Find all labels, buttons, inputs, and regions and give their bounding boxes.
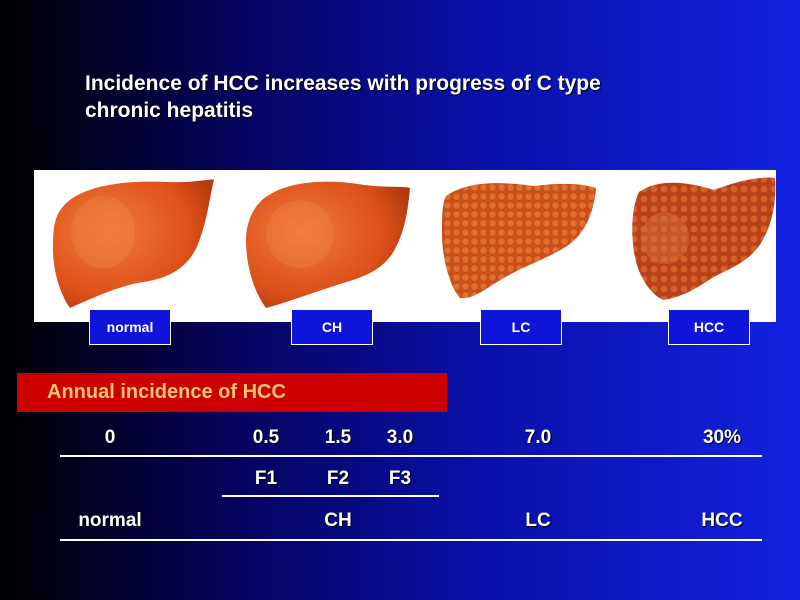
rate-lc: 7.0	[524, 427, 552, 448]
stage-label-ch: CH	[291, 309, 373, 345]
fibrosis-f3: F3	[388, 468, 412, 489]
rate-normal: 0	[104, 427, 116, 448]
liver-images-panel	[34, 170, 776, 322]
hcc-liver-image	[632, 177, 776, 300]
stage-label-normal: normal	[89, 309, 171, 345]
stage-label-hcc: HCC	[668, 309, 750, 345]
stage-hcc: HCC	[701, 510, 743, 531]
annual-incidence-banner: Annual incidence of HCC	[17, 373, 447, 412]
stage-ch: CH	[324, 510, 352, 531]
fibrosis-rule	[222, 495, 439, 497]
rate-f2: 1.5	[324, 427, 352, 448]
slide-title: Incidence of HCC increases with progress…	[85, 70, 725, 124]
stage-label-lc: LC	[480, 309, 562, 345]
stage-lc: LC	[525, 510, 551, 531]
fibrosis-f1: F1	[254, 468, 278, 489]
slide-title-line-2: chronic hepatitis	[85, 99, 254, 122]
normal-liver-image	[52, 179, 214, 308]
rate-hcc: 30%	[702, 427, 742, 448]
rate-f1: 0.5	[252, 427, 280, 448]
table-rule-top	[60, 455, 762, 457]
table-rule-bottom	[60, 539, 762, 541]
lc-liver-image	[442, 183, 596, 299]
fibrosis-f2: F2	[326, 468, 350, 489]
slide-title-line-1: Incidence of HCC increases with progress…	[85, 72, 601, 95]
ch-liver-image	[246, 181, 410, 308]
stage-normal: normal	[78, 510, 142, 531]
rate-f3: 3.0	[386, 427, 414, 448]
